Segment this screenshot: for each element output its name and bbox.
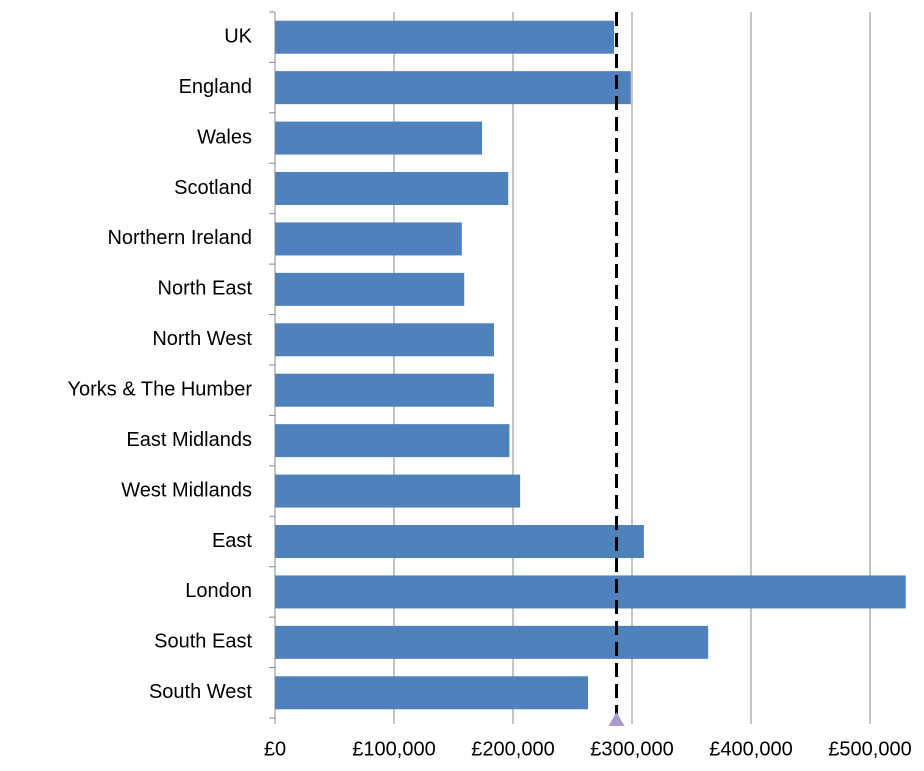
y-tick-label: East Midlands [126,429,252,451]
bar [275,20,615,54]
y-tick-label: South West [149,681,252,703]
bar [275,71,631,105]
y-tick-label: Wales [197,126,252,148]
bar [275,323,494,357]
x-tick-label: £400,000 [709,738,792,760]
y-tick-label: North West [152,328,252,350]
bar [275,575,906,609]
y-tick-label: England [179,76,252,98]
bar [275,121,483,155]
x-tick-label: £0 [264,738,286,760]
y-tick-label: Yorks & The Humber [67,378,252,400]
x-tick-label: £300,000 [590,738,673,760]
bar [275,625,709,659]
y-tick-label: London [185,580,252,602]
bar [275,676,588,710]
bar [275,172,509,205]
y-tick-label: Scotland [174,177,252,199]
x-tick-label: £100,000 [352,738,435,760]
y-tick-label: East [212,530,252,552]
bar [275,474,521,508]
bar [275,525,644,558]
reference-marker [608,712,625,726]
bar [275,272,465,306]
y-tick-label: Northern Ireland [107,227,252,249]
y-tick-label: North East [158,278,253,300]
y-tick-label: West Midlands [121,479,252,501]
bar [275,424,510,458]
bar [275,222,462,256]
y-tick-label: South East [154,631,252,653]
x-tick-label: £500,000 [828,738,911,760]
bar [275,373,494,407]
y-tick-label: UK [224,25,252,47]
x-tick-label: £200,000 [471,738,554,760]
